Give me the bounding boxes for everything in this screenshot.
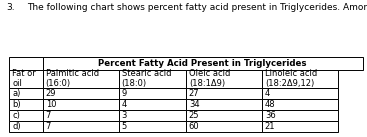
Bar [9,88,43,99]
Bar [262,99,338,110]
Bar [119,121,186,132]
Text: 7: 7 [46,111,51,120]
Text: Percent Fatty Acid Present in Triglycerides: Percent Fatty Acid Present in Triglyceri… [98,59,307,68]
Bar [119,88,186,99]
Text: 4: 4 [122,100,127,109]
Bar [9,121,43,132]
Text: 29: 29 [46,89,56,98]
Bar [9,99,43,110]
Bar [43,99,119,110]
Text: 4: 4 [265,89,270,98]
Bar [186,110,262,121]
Bar [9,110,43,121]
Text: 34: 34 [189,100,199,109]
Bar [9,70,43,88]
Bar [186,70,262,88]
Text: 10: 10 [46,100,56,109]
Bar [119,110,186,121]
Text: 25: 25 [189,111,199,120]
Bar [43,110,119,121]
Bar [119,99,186,110]
Text: 36: 36 [265,111,276,120]
Bar [186,121,262,132]
Bar [262,121,338,132]
Bar [262,70,338,88]
Bar [262,88,338,99]
Text: Linoleic acid
(18:2Δ9,12): Linoleic acid (18:2Δ9,12) [265,69,317,88]
Text: 5: 5 [122,122,127,131]
Text: b): b) [12,100,21,109]
Text: 3.: 3. [7,3,15,12]
Text: d): d) [12,122,21,131]
Bar [43,70,119,88]
Text: a): a) [12,89,21,98]
Bar [43,57,363,70]
Bar [262,110,338,121]
Bar [186,88,262,99]
Text: Oleic acid
(18:1Δ9): Oleic acid (18:1Δ9) [189,69,230,88]
Text: c): c) [12,111,20,120]
Bar [119,70,186,88]
Text: Palmitic acid
(16:0): Palmitic acid (16:0) [46,69,99,88]
Text: 21: 21 [265,122,275,131]
Text: 7: 7 [46,122,51,131]
Bar [43,88,119,99]
Text: 9: 9 [122,89,127,98]
Bar [186,99,262,110]
Text: 27: 27 [189,89,199,98]
Text: 60: 60 [189,122,199,131]
Text: 3: 3 [122,111,127,120]
Bar [9,57,43,70]
Text: Fat or
oil: Fat or oil [12,69,36,88]
Text: Stearic acid
(18:0): Stearic acid (18:0) [122,69,171,88]
Text: The following chart shows percent fatty acid present in Triglycerides. Among a)-: The following chart shows percent fatty … [28,3,367,12]
Text: 48: 48 [265,100,275,109]
Bar [43,121,119,132]
